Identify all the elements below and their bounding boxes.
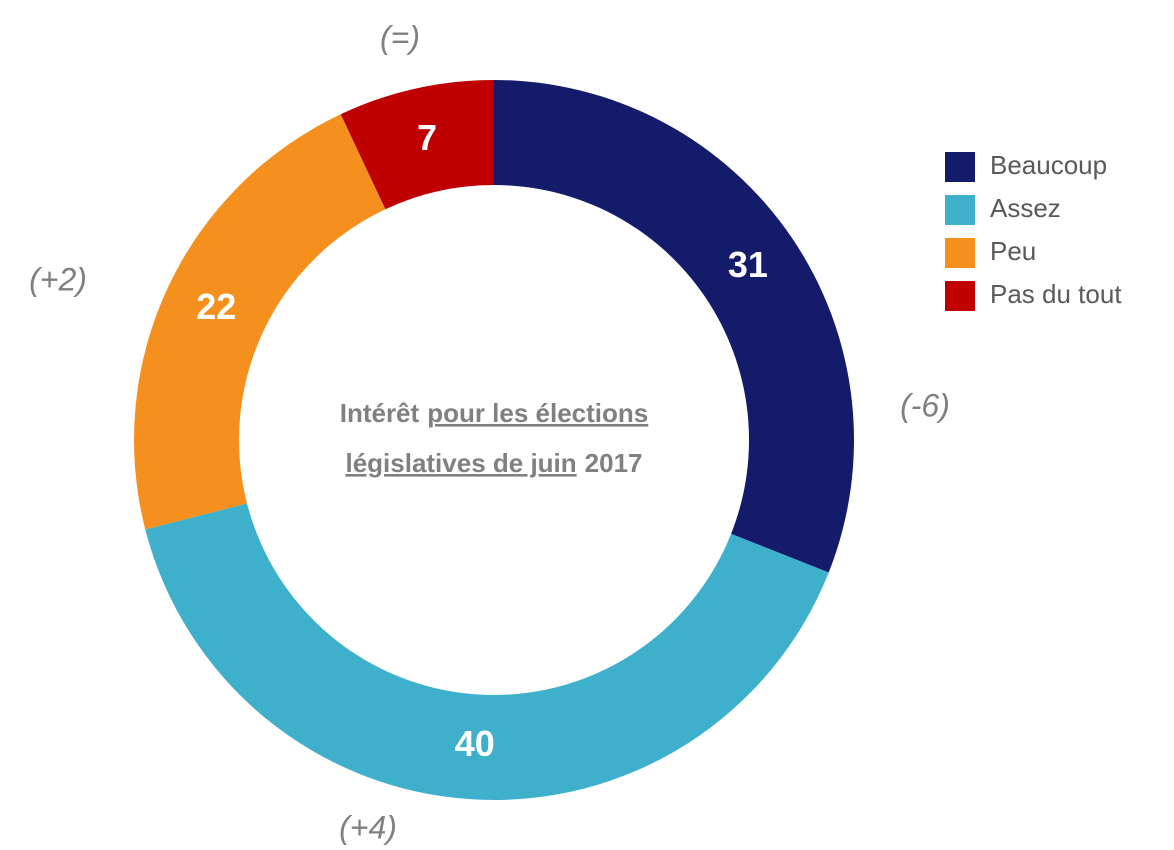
center-label-part: Intérêt — [340, 398, 420, 428]
legend-label: Beaucoup — [990, 150, 1107, 180]
donut-slice — [494, 80, 854, 573]
legend-label: Pas du tout — [990, 279, 1122, 309]
data-label: 40 — [455, 723, 495, 764]
legend-swatch — [945, 152, 975, 182]
center-label-part: pour les élections — [427, 398, 648, 428]
data-label: 7 — [417, 117, 437, 158]
donut-slice — [145, 503, 829, 801]
center-label: législatives de juin 2017 — [345, 448, 642, 478]
data-label: 31 — [728, 244, 768, 285]
legend-swatch — [945, 281, 975, 311]
change-label: (+2) — [29, 261, 87, 297]
donut-slice — [340, 80, 494, 210]
donut-slice — [134, 114, 386, 530]
change-label: (=) — [380, 19, 420, 55]
center-label: Intérêt pour les élections — [340, 398, 649, 428]
center-label-part: 2017 — [585, 448, 643, 478]
change-label: (-6) — [900, 387, 950, 423]
center-label-part: législatives de juin — [345, 448, 576, 478]
legend-label: Peu — [990, 236, 1036, 266]
data-label: 22 — [196, 286, 236, 327]
legend-label: Assez — [990, 193, 1061, 223]
legend-swatch — [945, 238, 975, 268]
legend-swatch — [945, 195, 975, 225]
change-label: (+4) — [339, 809, 397, 845]
